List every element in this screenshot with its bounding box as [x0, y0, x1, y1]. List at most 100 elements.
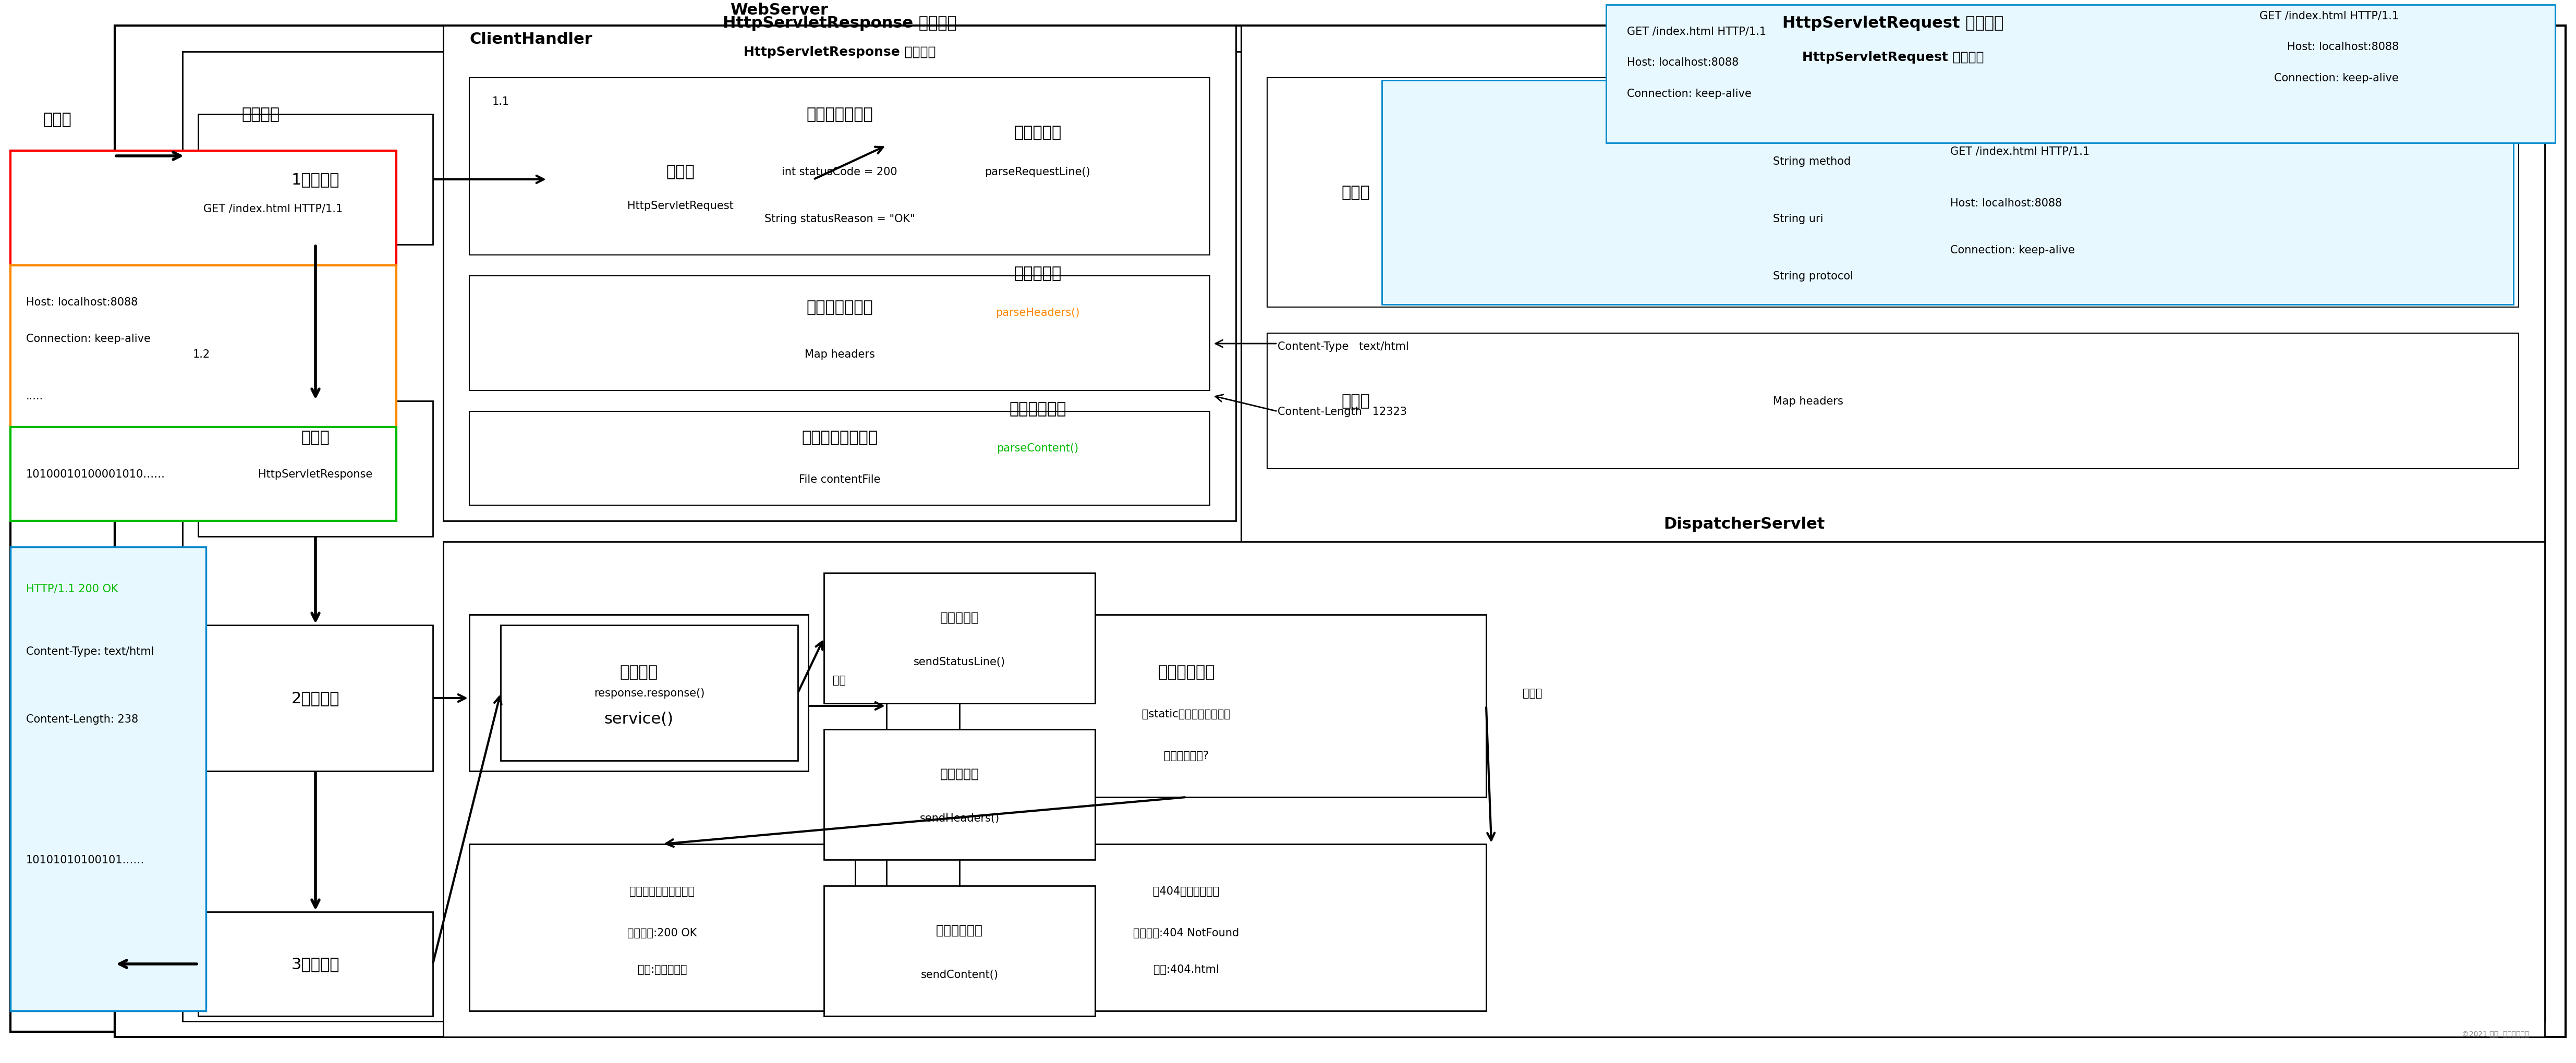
Text: 响应头相关信息: 响应头相关信息 — [806, 300, 873, 315]
Bar — [198, 625, 433, 771]
Bar — [469, 614, 809, 771]
Bar — [886, 844, 1486, 1011]
Bar — [10, 547, 206, 1011]
Text: sendContent(): sendContent() — [920, 969, 999, 980]
Bar — [198, 401, 433, 537]
Text: String uri: String uri — [1772, 214, 1824, 224]
Text: Content-Type: text/html: Content-Type: text/html — [26, 646, 155, 657]
Text: Connection: keep-alive: Connection: keep-alive — [26, 334, 149, 344]
Text: Content-Length   12323: Content-Length 12323 — [1278, 406, 1406, 417]
Bar — [469, 844, 855, 1011]
Text: 根据请求路径: 根据请求路径 — [1157, 664, 1216, 679]
Bar — [10, 266, 397, 427]
Text: Host: localhost:8088: Host: localhost:8088 — [1628, 57, 1739, 68]
Bar — [1605, 5, 2555, 144]
Text: WebServer: WebServer — [729, 3, 827, 18]
Text: 1解析请求: 1解析请求 — [291, 172, 340, 187]
Text: sendStatusLine(): sendStatusLine() — [914, 657, 1005, 667]
Text: HttpServletResponse 响应对象: HttpServletResponse 响应对象 — [721, 16, 956, 31]
Text: 消息头: 消息头 — [1342, 393, 1370, 409]
Text: Content-Length: 238: Content-Length: 238 — [26, 714, 139, 724]
Text: 状态代码:404 NotFound: 状态代码:404 NotFound — [1133, 928, 1239, 938]
Bar — [886, 81, 1190, 206]
Text: GET /index.html HTTP/1.1: GET /index.html HTTP/1.1 — [1628, 27, 1767, 36]
Text: 状态行相关信息: 状态行相关信息 — [806, 107, 873, 122]
Text: 10100010100001010……: 10100010100001010…… — [26, 469, 165, 479]
Bar — [469, 276, 1211, 391]
Text: 判断是否存在?: 判断是否存在? — [1164, 750, 1208, 761]
Text: 浏览器: 浏览器 — [44, 113, 72, 128]
Text: service(): service() — [605, 711, 672, 727]
Text: 发送响应正文: 发送响应正文 — [935, 924, 984, 937]
Bar — [198, 115, 433, 244]
Bar — [824, 885, 1095, 1016]
Text: 正文:404.html: 正文:404.html — [1154, 964, 1218, 975]
Bar — [886, 230, 1190, 344]
Text: response.response(): response.response() — [595, 688, 706, 698]
Text: ©2021 老杜  北京动力节点: ©2021 老杜 北京动力节点 — [2463, 1030, 2530, 1036]
Text: 处理请求: 处理请求 — [621, 664, 657, 679]
Text: GET /index.html HTTP/1.1: GET /index.html HTTP/1.1 — [2259, 11, 2398, 21]
Bar — [469, 614, 809, 771]
Bar — [886, 365, 1190, 479]
Bar — [1267, 79, 2519, 307]
Bar — [1242, 27, 2545, 625]
Text: 发送状态行: 发送状态行 — [940, 611, 979, 624]
Text: Connection: keep-alive: Connection: keep-alive — [2275, 73, 2398, 83]
Text: HttpServletResponse: HttpServletResponse — [258, 469, 374, 479]
Text: Content-Type   text/html: Content-Type text/html — [1278, 341, 1409, 352]
Text: Host: localhost:8088: Host: localhost:8088 — [2287, 41, 2398, 52]
Text: sendHeaders(): sendHeaders() — [920, 813, 999, 824]
Bar — [10, 151, 116, 1032]
Text: 解析消息正文: 解析消息正文 — [1010, 402, 1066, 417]
Text: parseContent(): parseContent() — [997, 443, 1079, 453]
Text: 解析消息行: 解析消息行 — [1015, 125, 1061, 140]
Text: 1.2: 1.2 — [193, 349, 211, 359]
Text: parseHeaders(): parseHeaders() — [994, 307, 1079, 318]
Text: Host: localhost:8088: Host: localhost:8088 — [1950, 198, 2061, 208]
Text: HttpServletResponse 响应对象: HttpServletResponse 响应对象 — [744, 46, 935, 58]
Text: Connection: keep-alive: Connection: keep-alive — [1950, 244, 2074, 255]
Text: 实例化: 实例化 — [667, 165, 696, 180]
Text: Map headers: Map headers — [804, 349, 876, 359]
Text: 响应正文相关信息: 响应正文相关信息 — [801, 431, 878, 445]
Bar — [500, 625, 799, 761]
Text: 不存在: 不存在 — [1522, 688, 1543, 698]
Text: 2处理请求: 2处理请求 — [291, 691, 340, 706]
Bar — [824, 729, 1095, 860]
Text: 去static目录下定位该文件: 去static目录下定位该文件 — [1141, 709, 1231, 719]
Text: String statusReason = "OK": String statusReason = "OK" — [765, 214, 914, 224]
Bar — [1267, 334, 2519, 469]
Bar — [886, 614, 1486, 797]
Text: 将该资源发送给浏览器: 将该资源发送给浏览器 — [629, 885, 696, 896]
Text: 状态代码:200 OK: 状态代码:200 OK — [629, 928, 698, 938]
Bar — [824, 573, 1095, 704]
Text: 正文:请求的文件: 正文:请求的文件 — [639, 964, 688, 975]
Text: Connection: keep-alive: Connection: keep-alive — [1628, 88, 1752, 99]
Text: 存在: 存在 — [832, 675, 845, 686]
Text: GET /index.html HTTP/1.1: GET /index.html HTTP/1.1 — [204, 203, 343, 214]
Text: Map headers: Map headers — [1772, 396, 1844, 406]
Text: HttpServletRequest 请求对象: HttpServletRequest 请求对象 — [1783, 16, 2004, 31]
Text: Host: localhost:8088: Host: localhost:8088 — [26, 297, 137, 307]
Text: 将404发送给浏览器: 将404发送给浏览器 — [1154, 885, 1218, 896]
Text: 发送请求: 发送请求 — [242, 107, 281, 122]
Bar — [443, 27, 1236, 521]
Text: HttpServletRequest 请求对象: HttpServletRequest 请求对象 — [1803, 51, 1984, 64]
Text: File contentFile: File contentFile — [799, 474, 881, 485]
Text: GET /index.html HTTP/1.1: GET /index.html HTTP/1.1 — [1950, 146, 2089, 156]
Text: String method: String method — [1772, 156, 1850, 167]
Text: 解析消息头: 解析消息头 — [1015, 266, 1061, 281]
Text: int statusCode = 200: int statusCode = 200 — [781, 167, 896, 178]
Text: 3发送响应: 3发送响应 — [291, 957, 340, 972]
Text: 10101010100101……: 10101010100101…… — [26, 855, 144, 865]
Bar — [198, 912, 433, 1016]
Text: String protocol: String protocol — [1772, 271, 1852, 282]
Text: .....: ..... — [26, 391, 44, 401]
Bar — [469, 79, 1211, 255]
Text: 发送响应头: 发送响应头 — [940, 767, 979, 780]
Text: 请求行: 请求行 — [1342, 185, 1370, 200]
Bar — [10, 427, 397, 521]
Text: parseRequestLine(): parseRequestLine() — [984, 167, 1090, 178]
Bar — [10, 151, 397, 266]
